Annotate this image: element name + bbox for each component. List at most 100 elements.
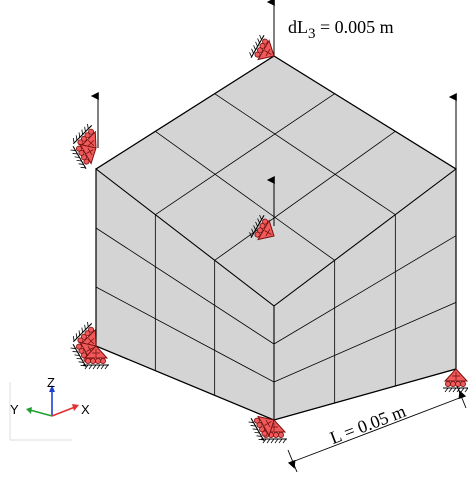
support-hatch — [253, 45, 256, 51]
support-detail — [87, 139, 95, 147]
support-hatch — [74, 354, 80, 356]
support-hatch — [250, 425, 256, 427]
support-hatch — [249, 52, 252, 58]
support-roller — [88, 326, 95, 333]
support-hatch — [72, 138, 75, 144]
coordinate-triad-icon: Z Y X — [9, 375, 90, 441]
displacement-label: dL3 = 0.005 m — [288, 17, 394, 42]
support-hatch — [84, 364, 89, 370]
support-hatch — [460, 387, 465, 393]
pinned-roller-support-icon — [70, 143, 97, 170]
support-hatch — [70, 347, 76, 349]
support-hatch — [270, 438, 275, 444]
support-hatch — [80, 166, 86, 169]
triad-z-label: Z — [47, 375, 55, 390]
support-hatch — [74, 156, 80, 158]
support-hatch — [78, 330, 81, 336]
support-hatch — [452, 387, 457, 393]
support-hatch — [448, 387, 453, 393]
support-roller — [445, 381, 451, 388]
support-hatch — [257, 218, 260, 224]
support-hatch — [96, 364, 101, 370]
support-hatch — [81, 327, 83, 333]
triad-y-axis — [29, 409, 53, 417]
support-hatch — [76, 159, 82, 162]
support-hatch — [259, 34, 262, 40]
pinned-roller-support-icon — [248, 415, 275, 442]
support-hatch — [87, 123, 89, 129]
support-hatch — [444, 387, 449, 393]
support-hatch — [87, 321, 89, 327]
triad-y-label: Y — [10, 402, 19, 417]
support-roller — [100, 358, 107, 365]
support-hatch — [72, 351, 78, 353]
support-hatch — [278, 438, 283, 444]
support-roller — [262, 38, 269, 45]
support-hatch — [70, 149, 76, 151]
support-ground — [250, 417, 265, 442]
dimension-label: L = 0.05 m — [327, 401, 408, 448]
support-hatch — [92, 364, 97, 370]
support-hatch — [282, 438, 287, 444]
support-hatch — [252, 428, 258, 430]
support-hatch — [75, 333, 78, 339]
support-hatch — [249, 232, 252, 238]
support-hatch — [254, 431, 260, 434]
support-hatch — [78, 361, 84, 363]
dimension-line — [287, 385, 467, 473]
support-hatch — [259, 214, 262, 220]
support-roller — [273, 432, 279, 439]
support-roller — [95, 358, 101, 365]
pinned-roller-support-icon — [249, 34, 275, 61]
dimension-tick-right — [456, 385, 467, 409]
support-hatch — [251, 48, 254, 54]
pinned-roller-support-icon — [249, 214, 275, 241]
support-hatch — [100, 364, 105, 370]
support-detail — [264, 421, 272, 426]
support-roller — [76, 343, 83, 350]
triad-x-axis — [51, 406, 76, 417]
support-detail — [264, 50, 272, 55]
support-hatch — [251, 228, 254, 234]
pinned-roller-support-icon — [83, 345, 109, 370]
support-roller — [76, 145, 83, 152]
mesh-line — [214, 93, 396, 215]
mesh-line — [155, 131, 335, 261]
support-hatch — [72, 336, 75, 342]
mesh-line — [95, 227, 275, 345]
support-triangle — [257, 415, 275, 437]
triad-x-label: X — [81, 402, 90, 417]
supports — [70, 34, 468, 444]
support-hatch — [72, 153, 78, 155]
displacement-label-prefix: dL — [288, 17, 308, 37]
triad-x-head — [72, 404, 79, 411]
support-ground — [250, 34, 265, 59]
support-hatch — [274, 438, 279, 444]
support-hatch — [76, 357, 82, 360]
displacement-label-subscript: 3 — [308, 26, 316, 42]
support-hatch — [75, 135, 78, 141]
mesh-line — [214, 131, 396, 261]
mesh-line — [273, 235, 457, 345]
support-roller — [88, 128, 95, 135]
support-hatch — [81, 129, 83, 135]
dimension-tick-left — [287, 449, 298, 473]
support-roller — [455, 381, 461, 388]
load-arrows — [90, 0, 457, 226]
support-hatch — [266, 438, 271, 444]
support-roller — [262, 218, 269, 225]
mesh-grid — [95, 93, 457, 403]
support-roller — [85, 358, 91, 365]
triad-z-head — [49, 385, 55, 392]
support-triangle — [257, 219, 275, 241]
support-hatch — [256, 435, 262, 437]
support-hatch — [78, 163, 84, 165]
support-hatch — [255, 41, 258, 47]
support-hatch — [258, 438, 264, 441]
mesh-line — [95, 286, 275, 383]
support-roller — [278, 432, 285, 439]
support-detail — [87, 337, 95, 345]
support-hatch — [88, 364, 93, 370]
support-detail — [264, 230, 272, 235]
support-hatch — [262, 438, 267, 444]
